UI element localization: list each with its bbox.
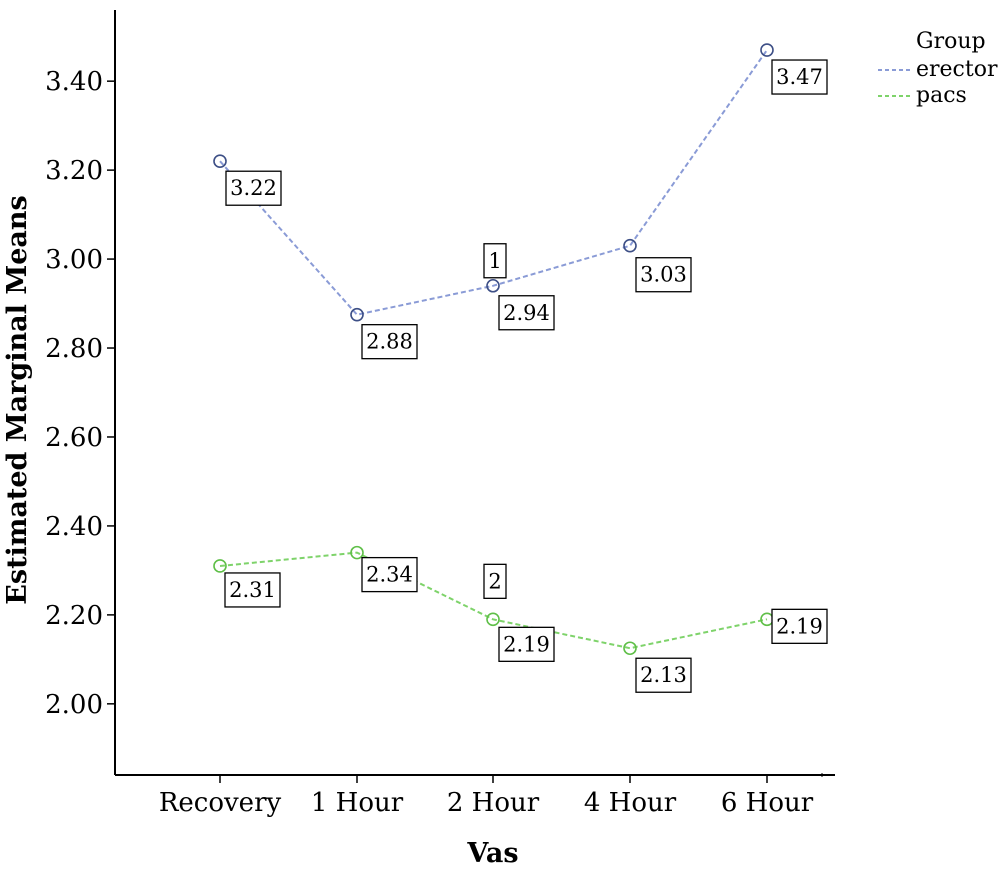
data-label-pacs: 2.13 [640, 663, 687, 687]
y-tick-label: 2.60 [45, 423, 103, 453]
legend-title: Group [916, 29, 986, 54]
legend-label-erector: erector [916, 57, 998, 82]
series-annotation-erector-box [483, 243, 507, 279]
data-point-pacs [350, 545, 364, 560]
data-label-erector-box [498, 295, 555, 331]
series-lines [219, 49, 768, 650]
data-labels: 3.22 2.88 2.94 3.03 3.47 1 2.31 2.34 2.19 2.13 2.1… [224, 59, 828, 693]
data-label-erector: 2.94 [503, 301, 550, 325]
series-line-pacs [219, 551, 768, 650]
series-annotation-pacs-box [483, 563, 507, 599]
data-label-pacs: 2.31 [229, 578, 276, 602]
data-label-erector-box [361, 324, 418, 360]
data-point-erector [486, 278, 500, 293]
y-tick-label: 2.40 [45, 512, 103, 542]
data-label-pacs-box [224, 572, 281, 608]
series-points [213, 43, 774, 656]
x-tick-label: 2 Hour [447, 788, 540, 818]
data-label-erector: 3.22 [230, 176, 277, 200]
data-label-pacs-box [635, 657, 692, 693]
data-label-pacs-box [361, 556, 418, 593]
y-tick-label: 2.20 [45, 601, 103, 631]
data-label-pacs: 2.34 [366, 563, 413, 587]
y-tick-label: 3.00 [45, 245, 103, 275]
data-point-erector [350, 307, 364, 322]
y-ticks: 2.00 2.20 2.40 2.60 2.80 3.00 3.20 3.40 [45, 67, 115, 720]
axes [114, 10, 835, 776]
y-tick-label: 2.80 [45, 334, 103, 364]
data-label-erector-box [225, 170, 282, 206]
data-point-pacs [213, 559, 227, 573]
series-annotation-erector: 1 [488, 249, 501, 273]
data-label-erector-box [771, 59, 828, 95]
y-axis-title: Estimated Marginal Means [2, 195, 33, 604]
legend: Group erector pacs [878, 29, 998, 108]
x-tick-label: 6 Hour [721, 788, 814, 818]
data-point-pacs [486, 612, 500, 627]
data-label-pacs-box [771, 608, 828, 644]
data-point-pacs [623, 641, 637, 656]
y-tick-label: 3.40 [45, 67, 103, 97]
data-label-erector-box [635, 257, 692, 293]
data-label-erector: 2.88 [366, 330, 413, 354]
y-tick-label: 2.00 [45, 690, 103, 720]
data-label-pacs: 2.19 [776, 614, 823, 638]
series-line-erector [219, 49, 768, 316]
x-ticks: Recovery 1 Hour 2 Hour 4 Hour 6 Hour [159, 773, 823, 818]
series-annotation-pacs: 2 [488, 569, 501, 593]
data-point-erector [623, 238, 637, 253]
data-label-erector: 3.47 [776, 65, 823, 89]
data-label-erector: 3.03 [640, 263, 687, 287]
x-tick-label: Recovery [159, 788, 282, 818]
y-tick-label: 3.20 [45, 156, 103, 186]
data-label-pacs-box [498, 626, 555, 662]
data-point-erector [213, 154, 227, 169]
data-point-erector [760, 43, 774, 57]
legend-label-pacs: pacs [916, 83, 967, 108]
x-axis-title: Vas [466, 838, 518, 869]
data-label-pacs: 2.19 [503, 632, 550, 656]
x-tick-label: 4 Hour [584, 788, 677, 818]
x-tick-label: 1 Hour [311, 788, 404, 818]
